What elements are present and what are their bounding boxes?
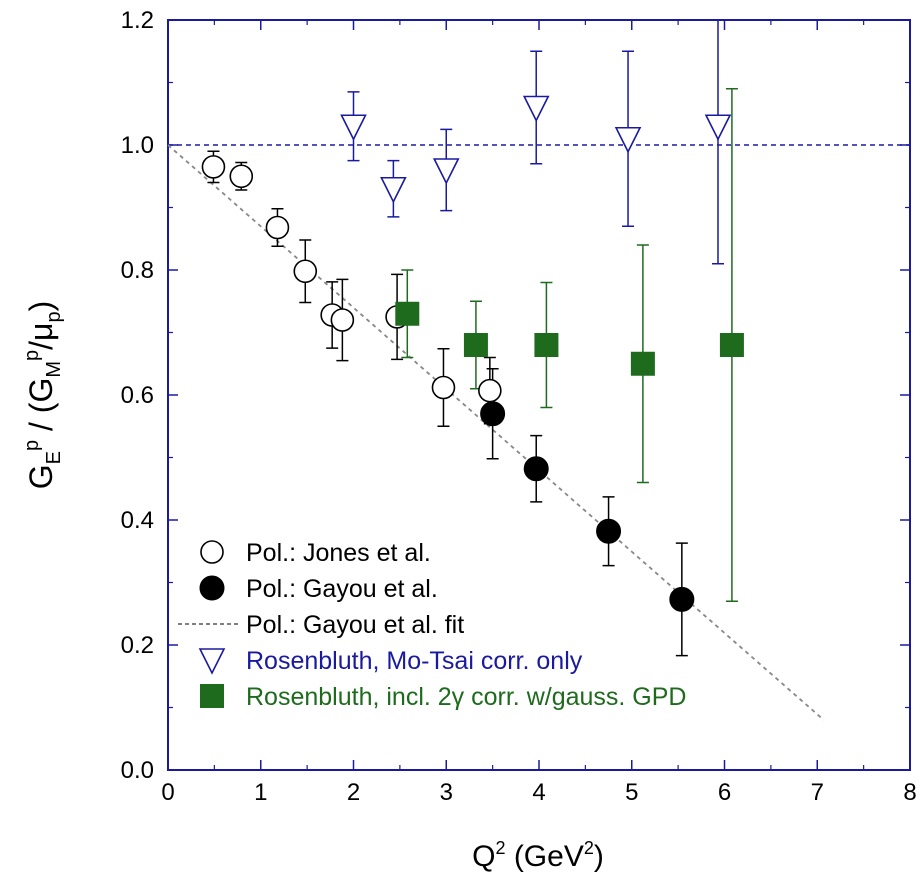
y-tick-labels: 0.0 0.2 0.4 0.6 0.8 1.0 1.2 xyxy=(121,7,154,784)
data-point-open-triangle xyxy=(522,95,550,123)
data-markers xyxy=(201,95,744,612)
data-point-open-circle xyxy=(478,378,502,403)
axis-ticks xyxy=(167,19,911,771)
x-tick-label: 8 xyxy=(903,779,916,806)
y-axis-title: GEp / (GMp/μp) xyxy=(21,301,65,489)
data-point-filled-circle xyxy=(669,586,695,612)
data-point-filled-circle xyxy=(596,518,622,544)
data-point-filled-square xyxy=(200,684,224,708)
data-point-open-triangle xyxy=(198,648,226,675)
x-tick-label: 3 xyxy=(440,779,453,806)
y-tick-label: 0.8 xyxy=(121,257,154,284)
data-point-filled-circle xyxy=(480,401,506,427)
data-point-open-circle xyxy=(431,375,456,400)
y-tick-label: 1.2 xyxy=(121,7,154,34)
data-point-filled-square xyxy=(719,333,744,357)
data-point-filled-circle xyxy=(523,456,549,482)
data-point-open-triangle xyxy=(614,126,642,154)
x-tick-label: 2 xyxy=(347,779,360,806)
x-tick-label: 7 xyxy=(811,779,824,806)
y-tick-label: 1.0 xyxy=(121,132,154,159)
y-tick-label: 0.0 xyxy=(121,757,154,784)
y-tick-label: 0.2 xyxy=(121,632,154,659)
data-point-open-triangle xyxy=(340,114,367,142)
data-point-open-triangle xyxy=(432,158,460,185)
data-point-open-circle xyxy=(265,215,290,240)
x-tick-label: 5 xyxy=(625,779,638,806)
x-tick-label: 6 xyxy=(718,779,731,806)
y-tick-label: 0.6 xyxy=(121,382,154,409)
data-point-open-circle xyxy=(293,259,318,284)
y-tick-label: 0.4 xyxy=(121,507,154,534)
data-point-filled-square xyxy=(534,333,559,357)
data-point-open-circle xyxy=(330,308,355,332)
data-point-open-circle xyxy=(229,164,254,189)
data-point-filled-square xyxy=(630,351,655,376)
legend-label: Rosenbluth, Mo-Tsai corr. only xyxy=(246,647,583,675)
legend: Pol.: Jones et al. Pol.: Gayou et al. Pol.… xyxy=(178,539,686,711)
x-axis-title: Q2 (GeV2) xyxy=(472,838,604,873)
x-tick-label: 4 xyxy=(532,779,545,806)
data-point-filled-circle xyxy=(199,575,225,601)
x-tick-label: 1 xyxy=(254,779,267,806)
legend-label: Pol.: Gayou et al. fit xyxy=(246,611,464,639)
data-point-open-circle xyxy=(200,540,224,564)
data-point-open-triangle xyxy=(704,114,732,142)
data-point-open-circle xyxy=(201,155,226,179)
data-point-filled-square xyxy=(395,301,420,326)
legend-label: Pol.: Gayou et al. xyxy=(246,575,438,603)
x-tick-labels: 0 1 2 3 4 5 6 7 8 xyxy=(161,779,916,806)
legend-label: Rosenbluth, incl. 2γ corr. w/gauss. GPD xyxy=(246,683,686,711)
y-axis-title-group: GEp / (GMp/μp) xyxy=(21,301,65,489)
x-tick-label: 0 xyxy=(161,779,174,806)
data-point-filled-square xyxy=(463,333,488,357)
legend-label: Pol.: Jones et al. xyxy=(246,539,431,567)
data-point-open-triangle xyxy=(380,176,407,204)
